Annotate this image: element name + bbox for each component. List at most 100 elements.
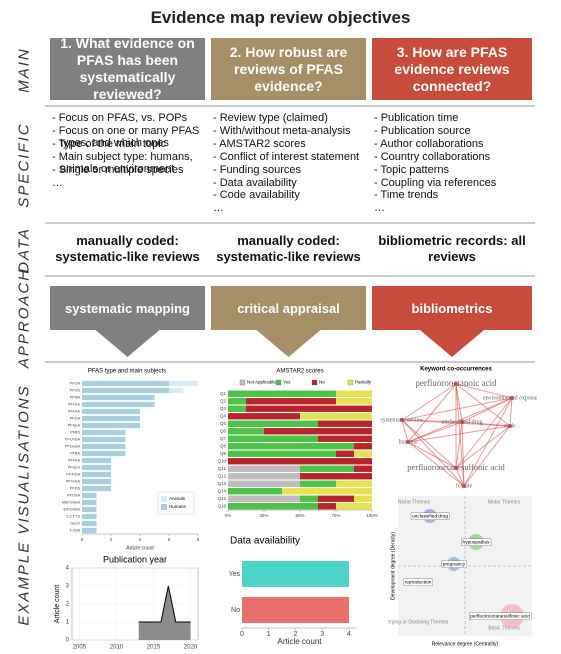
specific-item: - Author collaborations [374,137,484,150]
x-tick-label: 6 [168,537,171,542]
specific-item: - Focus on PFAS, vs. POPs [52,112,188,124]
legend-label: No [319,380,325,385]
x-tick-label: 0 [81,537,84,542]
network-title: Keyword co-occurrences [420,367,492,373]
approach-box: critical appraisal [211,286,366,330]
y-tick-label: PFTrDA [66,473,80,477]
y-tick-label: Q11 [218,466,227,471]
line [138,585,191,623]
bar [228,405,246,412]
y-tick-label: PFOA [70,382,81,386]
network-node [462,484,466,488]
bar [82,387,169,394]
bar [82,527,97,534]
specific-item: - With/without meta-analysis [213,124,351,137]
approach-arrow [420,330,484,357]
network-edge [461,421,511,427]
y-tick-label: PFUnDA [65,438,80,442]
bar [300,465,354,472]
x-tick-label: 0% [225,513,232,518]
network-edge [463,425,511,487]
y-tick-label: 0 [66,638,70,644]
network-label: male [504,423,516,429]
chart-title: AMSTAR2 scores [276,369,323,375]
specific-item: - Review type (claimed) [213,112,328,124]
network-edge [401,383,457,421]
bar [282,488,372,495]
chart: Publication year 0 1 2 3 4 2005 2010 2015 2020 Art… [54,554,199,651]
y-tick-label: Q2 [220,398,227,403]
row-label: MAIN [15,47,33,93]
specific-item: … [52,176,63,189]
bar [82,429,126,436]
bar [318,435,372,442]
network-node [510,396,514,400]
y-tick-label: PFPeA [68,459,80,463]
network-edge [401,419,457,469]
bar [82,471,111,478]
bar [300,473,372,480]
bar [228,435,318,442]
network-label: perfluorooctanesulfonic acid [407,462,505,472]
network-label: systematic review [380,417,424,423]
row-label: SPECIFIC [15,122,33,208]
chart-title: Publication year [103,554,167,564]
y-tick-label: PFDoDA [65,445,80,449]
bar [336,398,372,405]
bar [82,478,111,485]
row-label: APPROACH [15,267,33,369]
chart-title: PFAS type and main subjects [88,369,166,375]
network-node [460,420,464,424]
x-tick-label: 2010 [110,645,124,651]
y-tick-label: Q7 [220,436,227,441]
chart: Niche Themes Motor Themes Emerging or Decl… [388,496,532,647]
network-edge [461,421,465,487]
y-tick-label: Q1 [220,391,227,396]
bar [82,394,155,401]
legend-swatch [161,496,167,502]
network-edge [407,441,457,469]
bar [82,492,97,499]
bar [169,387,184,394]
chart: Data availability 0 1 2 3 4 Yes No Article count [229,536,357,646]
specific-item: - Topic patterns [374,163,450,176]
y-tick-label: Q14 [217,488,226,493]
chart: AMSTAR2 scores 0% 25% 50% 75% 100% Q1 Q2 Q3 Q4 Q5 Q… [217,369,377,519]
bar [82,408,140,415]
cluster-label: reproduction [405,579,432,585]
y-tick-label: Yes [229,571,241,578]
x-tick-label: 75% [331,513,340,518]
bar [82,457,111,464]
x-tick-label: 0 [240,631,244,638]
bar [82,415,140,422]
y-tick-label: PFDS [70,487,81,491]
network-label: unclassified drug [441,418,482,425]
row-label: EXAMPLE VISUALISATIONS [15,384,33,626]
y-tick-label: PFDA [70,417,81,421]
bar [246,398,336,405]
specific-item: - Country collaborations [374,150,491,163]
y-tick-label: PFOSA [67,494,80,498]
legend-label: Yes [283,380,291,385]
specific-item: … [374,202,385,215]
x-tick-label: 2 [294,631,298,638]
legend-label: Partially [355,380,372,385]
x-tick-label: 3 [320,631,324,638]
bar [300,480,336,487]
specific-item: - Main subject type: humans, animals or … [52,150,193,175]
bar [82,436,126,443]
specific-item: - Single or multiple species [52,163,184,176]
y-tick-label: No [231,607,240,614]
label-box [468,612,532,620]
row-label: DATA [15,227,33,273]
label-box [410,512,450,520]
network-label: environmental exposure [483,395,537,401]
y-tick-label: PFHpA [68,424,81,428]
specific-item: - Conflict of interest statement [213,150,360,163]
bar [336,390,372,397]
area-fill [138,586,191,640]
legend-swatch [239,379,246,386]
bar [82,485,111,492]
y-tick-label: PFHxS [68,403,80,407]
